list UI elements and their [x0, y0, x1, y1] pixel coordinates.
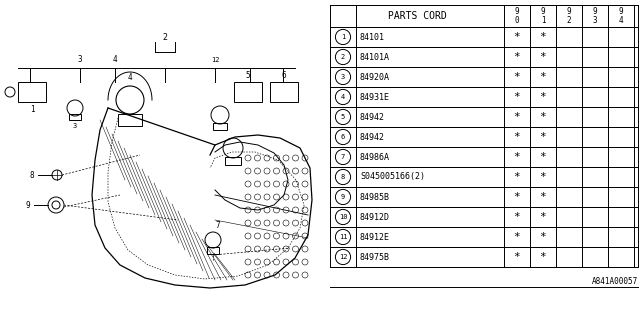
- Text: 4: 4: [128, 74, 132, 83]
- Text: *: *: [540, 32, 547, 42]
- Text: *: *: [514, 172, 520, 182]
- Text: *: *: [540, 132, 547, 142]
- Text: 3: 3: [341, 74, 345, 80]
- Text: 84101: 84101: [360, 33, 385, 42]
- Bar: [118, 114, 142, 126]
- Bar: [213, 123, 227, 130]
- Bar: [270, 82, 298, 102]
- Text: 12: 12: [339, 254, 348, 260]
- Bar: [225, 157, 241, 165]
- Text: 3: 3: [77, 55, 83, 65]
- Bar: [18, 82, 46, 102]
- Text: *: *: [540, 92, 547, 102]
- Text: PARTS CORD: PARTS CORD: [388, 11, 446, 21]
- Text: 10: 10: [339, 214, 348, 220]
- Text: 8: 8: [341, 174, 345, 180]
- Text: 2: 2: [163, 33, 168, 42]
- Text: 84942: 84942: [360, 113, 385, 122]
- Text: 84986A: 84986A: [360, 153, 390, 162]
- Text: 84920A: 84920A: [360, 73, 390, 82]
- Text: *: *: [514, 152, 520, 162]
- Text: *: *: [514, 72, 520, 82]
- Text: 84975B: 84975B: [360, 252, 390, 261]
- Text: 9
2: 9 2: [566, 7, 572, 25]
- Text: 1: 1: [341, 34, 345, 40]
- Bar: [330, 5, 638, 267]
- Text: 84931E: 84931E: [360, 92, 390, 101]
- Text: *: *: [540, 192, 547, 202]
- Text: 4: 4: [113, 55, 117, 65]
- Text: 8: 8: [29, 171, 35, 180]
- Text: *: *: [540, 172, 547, 182]
- Text: *: *: [514, 132, 520, 142]
- Text: *: *: [540, 72, 547, 82]
- Text: 3: 3: [73, 123, 77, 129]
- Text: 84942: 84942: [360, 132, 385, 141]
- Text: 7: 7: [341, 154, 345, 160]
- Text: 6: 6: [341, 134, 345, 140]
- Text: 9
1: 9 1: [541, 7, 545, 25]
- Text: *: *: [540, 232, 547, 242]
- Text: 2: 2: [341, 54, 345, 60]
- Text: S045005166(2): S045005166(2): [360, 172, 425, 181]
- Text: *: *: [540, 252, 547, 262]
- Text: 1: 1: [29, 106, 35, 115]
- Text: *: *: [514, 112, 520, 122]
- Text: *: *: [514, 92, 520, 102]
- Text: 84985B: 84985B: [360, 193, 390, 202]
- Text: *: *: [514, 212, 520, 222]
- Text: 9
3: 9 3: [593, 7, 597, 25]
- Text: 6: 6: [282, 71, 286, 81]
- Text: *: *: [540, 52, 547, 62]
- Text: 84101A: 84101A: [360, 52, 390, 61]
- Text: *: *: [514, 52, 520, 62]
- Text: *: *: [514, 192, 520, 202]
- Text: 9: 9: [26, 201, 30, 210]
- Text: *: *: [514, 252, 520, 262]
- Text: 9: 9: [341, 194, 345, 200]
- Bar: [207, 247, 219, 254]
- Text: 7: 7: [216, 221, 220, 230]
- Text: *: *: [540, 112, 547, 122]
- Text: 5: 5: [246, 71, 250, 81]
- Text: 11: 11: [339, 234, 348, 240]
- Text: 9
4: 9 4: [619, 7, 623, 25]
- Text: *: *: [540, 152, 547, 162]
- Text: 9
0: 9 0: [515, 7, 519, 25]
- Text: A841A00057: A841A00057: [592, 277, 638, 286]
- Text: *: *: [514, 32, 520, 42]
- Text: 84912E: 84912E: [360, 233, 390, 242]
- Bar: [234, 82, 262, 102]
- Text: *: *: [540, 212, 547, 222]
- Text: 5: 5: [341, 114, 345, 120]
- Text: 84912D: 84912D: [360, 212, 390, 221]
- Bar: [69, 114, 81, 120]
- Text: 4: 4: [341, 94, 345, 100]
- Text: *: *: [514, 232, 520, 242]
- Text: 12: 12: [211, 57, 220, 63]
